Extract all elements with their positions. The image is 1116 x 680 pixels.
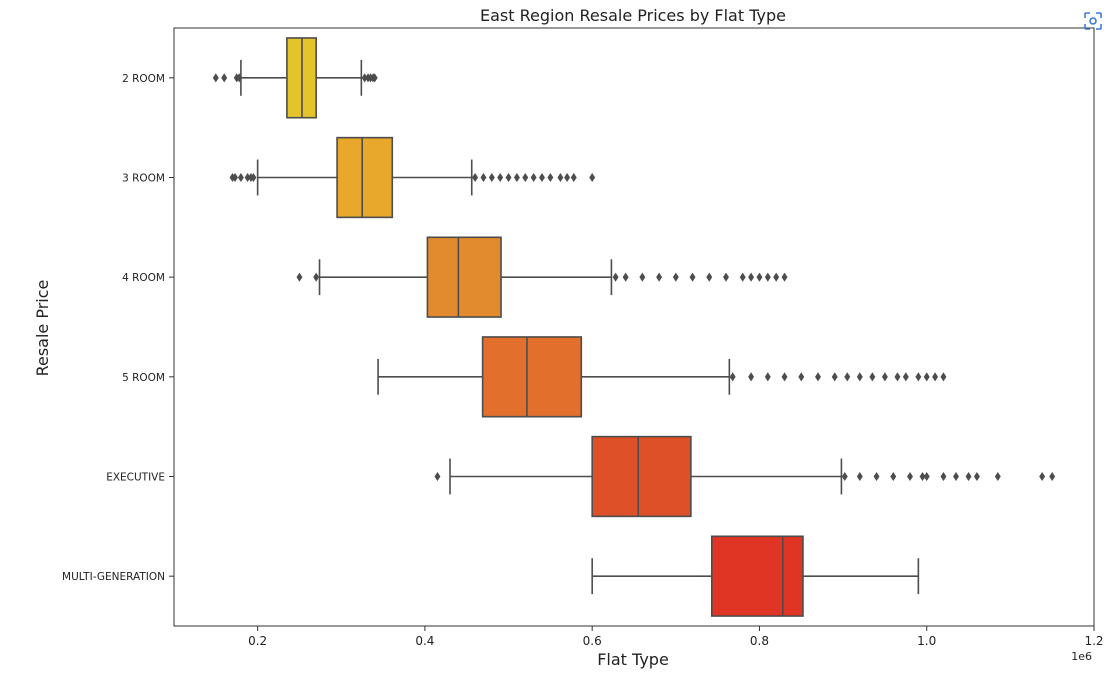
outlier-point — [894, 372, 901, 382]
outlier-point — [472, 172, 479, 183]
outlier-point — [313, 272, 320, 282]
y-axis-label: Resale Price — [33, 280, 52, 377]
plot-frame — [173, 27, 1095, 627]
outlier-point — [748, 272, 755, 282]
outlier-point — [1039, 471, 1046, 482]
outlier-point — [488, 172, 495, 183]
outlier-point — [841, 471, 848, 482]
y-tick-label: EXECUTIVE — [106, 472, 165, 484]
outlier-point — [522, 172, 529, 183]
outlier-point — [1049, 471, 1056, 482]
outlier-point — [497, 172, 504, 183]
outlier-point — [781, 372, 788, 382]
outlier-point — [973, 471, 980, 482]
y-tick-label: 3 ROOM — [122, 173, 165, 185]
outlier-point — [919, 471, 926, 482]
outlier-point — [923, 372, 930, 382]
outlier-point — [940, 372, 947, 382]
x-tick-label: 0.6 — [583, 634, 602, 648]
outlier-point — [570, 172, 577, 183]
chart-title: East Region Resale Prices by Flat Type — [480, 6, 786, 25]
outlier-point — [723, 272, 729, 282]
outlier-point — [612, 272, 619, 282]
outlier-point — [869, 372, 876, 382]
x-axis-label: Flat Type — [597, 650, 669, 669]
outlier-point — [564, 172, 571, 183]
outlier-point — [831, 372, 838, 382]
outlier-point — [656, 272, 663, 282]
outlier-point — [994, 471, 1001, 482]
y-tick-label: 5 ROOM — [122, 372, 165, 384]
x-tick-label: 1.2 — [1084, 634, 1103, 648]
outlier-point — [639, 272, 646, 282]
outlier-point — [513, 172, 520, 183]
outlier-point — [844, 372, 851, 382]
y-tick-label: MULTI-GENERATION — [62, 571, 165, 583]
outlier-point — [965, 471, 972, 482]
outlier-point — [232, 172, 239, 183]
outlier-point — [706, 272, 713, 282]
outlier-point — [539, 172, 545, 183]
outlier-point — [237, 172, 244, 183]
outlier-point — [781, 272, 788, 282]
plot-area: 0.2 0.4 0.6 0.8 1.0 1.2 2 ROOM 3 ROOM 4 ROOM 5 RO… — [62, 37, 1104, 648]
outlier-point — [221, 73, 228, 83]
x-tick-label: 0.4 — [415, 634, 434, 648]
outlier-point — [672, 272, 679, 282]
outlier-point — [881, 372, 888, 382]
outlier-point — [856, 471, 863, 482]
x-tick-label: 0.8 — [750, 634, 769, 648]
outlier-point — [773, 272, 780, 282]
x-axis-offset-label: 1e6 — [1071, 650, 1092, 663]
outlier-point — [764, 272, 771, 282]
x-tick-label: 1.0 — [917, 634, 936, 648]
outlier-point — [953, 471, 959, 482]
outlier-point — [296, 272, 303, 282]
y-tick-label: 2 ROOM — [122, 73, 165, 85]
focus-icon[interactable] — [1082, 10, 1104, 32]
outlier-point — [557, 172, 564, 183]
outlier-point — [622, 272, 629, 282]
outlier-point — [505, 172, 512, 183]
outlier-point — [902, 372, 909, 382]
outlier-point — [434, 471, 441, 482]
box — [426, 236, 502, 318]
outlier-point — [907, 471, 913, 482]
outlier-point — [748, 372, 755, 382]
outlier-point — [236, 73, 243, 83]
outlier-point — [729, 372, 736, 382]
x-tick-label: 0.2 — [248, 634, 267, 648]
box — [591, 435, 692, 518]
outlier-point — [932, 372, 939, 382]
box — [481, 336, 583, 418]
outlier-point — [589, 172, 596, 183]
box — [336, 136, 394, 219]
outlier-point — [798, 372, 805, 382]
outlier-point — [923, 471, 930, 482]
box — [710, 535, 804, 617]
outlier-point — [739, 272, 746, 282]
outlier-point — [530, 172, 537, 183]
outlier-point — [815, 372, 821, 382]
outlier-point — [480, 172, 487, 183]
outlier-point — [873, 471, 880, 482]
y-tick-label: 4 ROOM — [122, 272, 165, 284]
outlier-point — [890, 471, 897, 482]
outlier-point — [212, 73, 219, 83]
outlier-point — [547, 172, 554, 183]
outlier-point — [371, 73, 378, 83]
outlier-point — [689, 272, 696, 282]
outlier-point — [250, 172, 257, 183]
outlier-point — [940, 471, 947, 482]
outlier-point — [764, 372, 771, 382]
outlier-point — [756, 272, 763, 282]
outlier-point — [856, 372, 863, 382]
outlier-point — [915, 372, 922, 382]
